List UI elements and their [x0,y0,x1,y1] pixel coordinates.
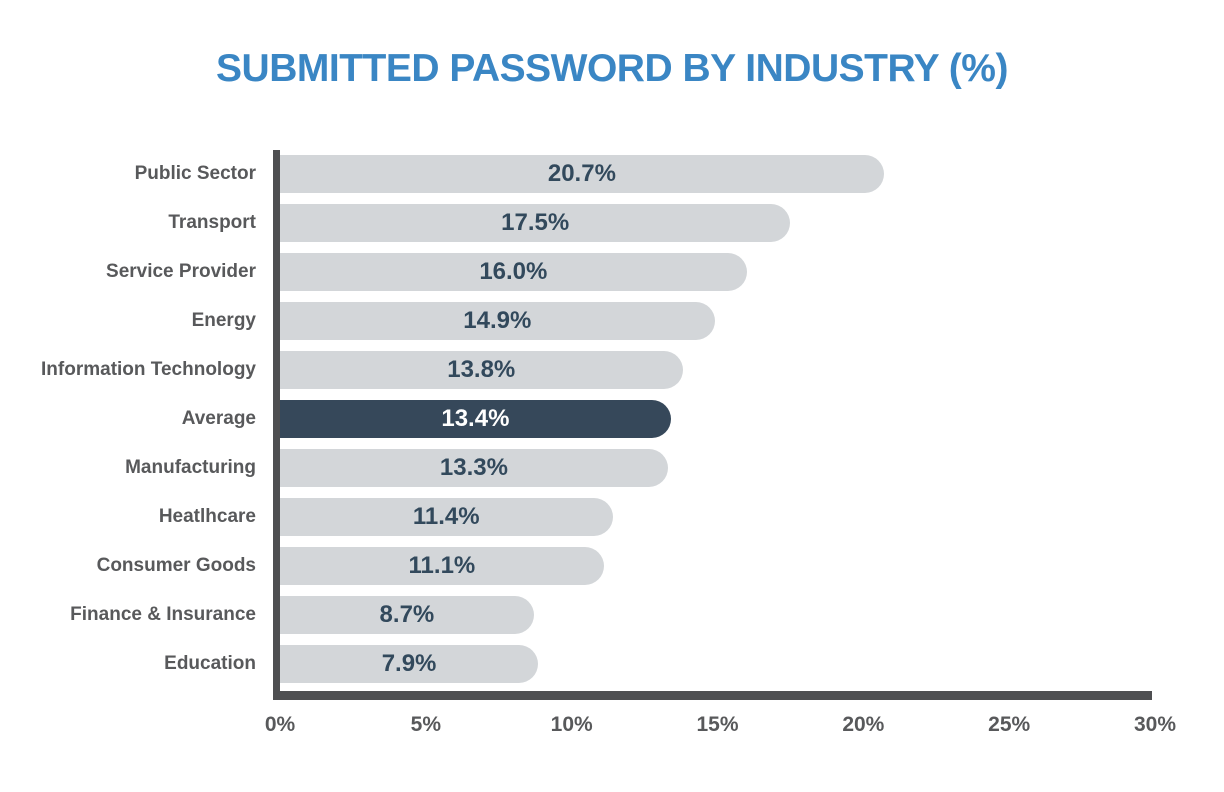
value-label: 8.7% [379,601,435,628]
category-label: Information Technology [41,359,256,380]
bar: 17.5% [280,204,791,242]
bar-row: Finance & Insurance 8.7% [0,596,1224,634]
bar: 13.8% [280,351,683,389]
bar: 13.3% [280,449,668,487]
bar-row: Information Technology 13.8% [0,351,1224,389]
x-tick-label: 0% [264,713,296,736]
value-label: 13.8% [447,356,516,383]
bar-row: Education 7.9% [0,645,1224,683]
bar: 7.9% [280,645,539,683]
category-label: Energy [191,310,256,331]
x-tick-label: 20% [842,713,885,736]
value-label: 7.9% [381,650,437,677]
bar-row: Public Sector 20.7% [0,155,1224,193]
bar-row: Average 13.4% [0,400,1224,438]
x-tick-label: 30% [1133,713,1177,736]
category-label: Service Provider [106,261,256,282]
chart-title: SUBMITTED PASSWORD BY INDUSTRY (%) [216,47,1008,90]
x-tick-label: 10% [550,713,593,736]
category-label: Average [181,408,256,429]
value-label: 17.5% [501,209,570,236]
category-label: Transport [168,212,256,233]
bar-highlighted: 13.4% [280,400,671,438]
category-label: Finance & Insurance [70,604,256,625]
bar: 11.4% [280,498,613,536]
value-label: 13.4% [441,405,510,432]
value-label: 11.4% [412,503,480,530]
category-label: Manufacturing [125,457,256,478]
value-label: 20.7% [547,160,616,187]
bar: 8.7% [280,596,534,634]
bar-row: Service Provider 16.0% [0,253,1224,291]
value-label: 11.1% [408,552,476,579]
x-tick-label: 25% [988,713,1031,736]
bar: 20.7% [280,155,884,193]
value-label: 16.0% [479,258,548,285]
bar: 14.9% [280,302,715,340]
y-axis-line [273,150,280,700]
bar-row: Transport 17.5% [0,204,1224,242]
bar-row: Energy 14.9% [0,302,1224,340]
category-label: Heatlhcare [158,506,256,527]
x-tick-label: 5% [410,713,441,736]
bar-row: Consumer Goods 11.1% [0,547,1224,585]
value-label: 14.9% [463,307,532,334]
category-label: Education [164,653,256,674]
category-label: Public Sector [134,163,256,184]
x-tick-label: 15% [696,713,739,736]
bar-row: Heatlhcare 11.4% [0,498,1224,536]
value-label: 13.3% [439,454,508,481]
bar: 11.1% [280,547,604,585]
bar: 16.0% [280,253,747,291]
bar-row: Manufacturing 13.3% [0,449,1224,487]
x-axis-line [273,691,1152,700]
category-label: Consumer Goods [96,555,256,576]
